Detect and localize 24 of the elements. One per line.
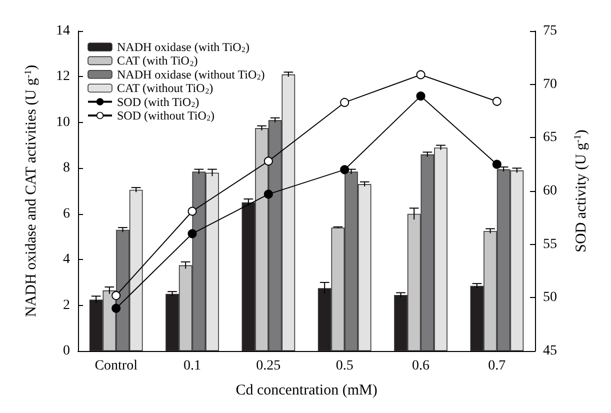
y-tick-label: 2 [63, 298, 70, 313]
y-tick-label: 10 [56, 114, 70, 130]
y-axis-title: NADH oxidase and CAT activities (U g-1) [22, 64, 40, 317]
y-tick-label: 8 [63, 160, 70, 176]
x-tick-label: Control [94, 358, 138, 374]
y2-tick-label: 55 [543, 236, 557, 252]
y2-tick-label: 45 [543, 344, 557, 358]
y2-tick-label: 50 [543, 290, 557, 306]
y-tick-label: 6 [63, 206, 70, 222]
x-tick-label: 0.6 [412, 358, 430, 374]
x-tick-label: 0.5 [336, 358, 354, 374]
x-tick-label: 0.1 [184, 358, 201, 374]
y-tick-label: 0 [63, 344, 70, 358]
y2-tick-label: 65 [543, 130, 557, 146]
x-tick-label: 0.25 [256, 358, 281, 374]
y2-tick-label: 70 [543, 76, 557, 92]
y2-tick-label: 75 [543, 24, 557, 38]
y-tick-label: 12 [56, 69, 70, 84]
y2-axis-title: SOD activity (U g-1) [572, 130, 590, 252]
x-axis-title: Cd concentration (mM) [236, 382, 378, 398]
y2-tick-label: 60 [543, 184, 557, 198]
y-tick-label: 4 [63, 252, 70, 268]
x-tick-label: 0.7 [488, 358, 506, 374]
y-tick-label: 14 [56, 24, 70, 38]
